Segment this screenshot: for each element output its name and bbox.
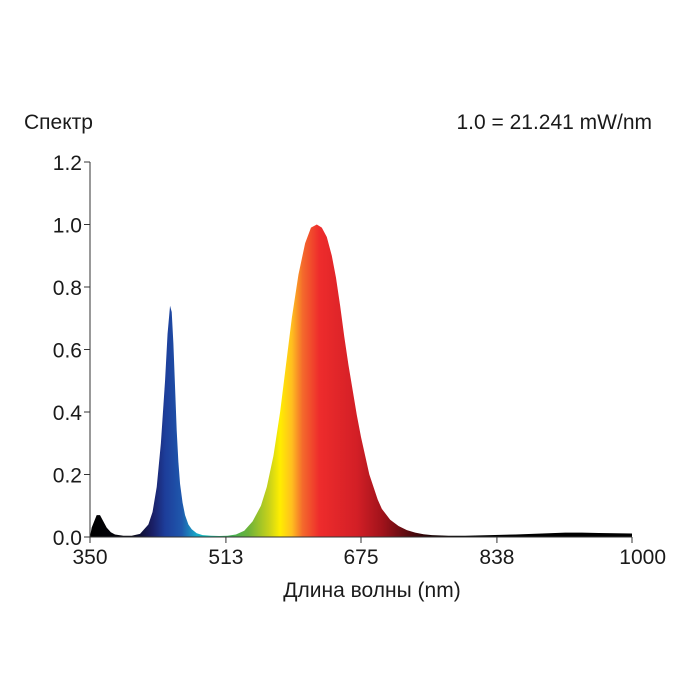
- y-tick-label: 1.0: [53, 215, 82, 238]
- x-axis-label: Длина волны (nm): [283, 579, 460, 602]
- y-tick-label: 0.0: [53, 527, 82, 550]
- chart-title: Спектр: [24, 111, 93, 134]
- x-tick-label: 513: [208, 546, 243, 569]
- y-tick-label: 0.8: [53, 277, 82, 300]
- scale-annotation: 1.0 = 21.241 mW/nm: [456, 111, 652, 134]
- spectrum-area: [90, 224, 632, 537]
- x-axis-ticks: 350 513 675 838 1000: [72, 537, 666, 569]
- y-tick-label: 0.4: [53, 402, 83, 425]
- y-tick-label: 1.2: [53, 152, 82, 175]
- y-tick-label: 0.2: [53, 465, 82, 488]
- y-axis-ticks: 0.0 0.2 0.4 0.6 0.8 1.0 1.2: [53, 152, 90, 550]
- x-tick-label: 1000: [619, 546, 666, 569]
- x-tick-label: 675: [343, 546, 378, 569]
- x-tick-label: 838: [479, 546, 514, 569]
- x-tick-label: 350: [72, 546, 107, 569]
- y-tick-label: 0.6: [53, 340, 82, 363]
